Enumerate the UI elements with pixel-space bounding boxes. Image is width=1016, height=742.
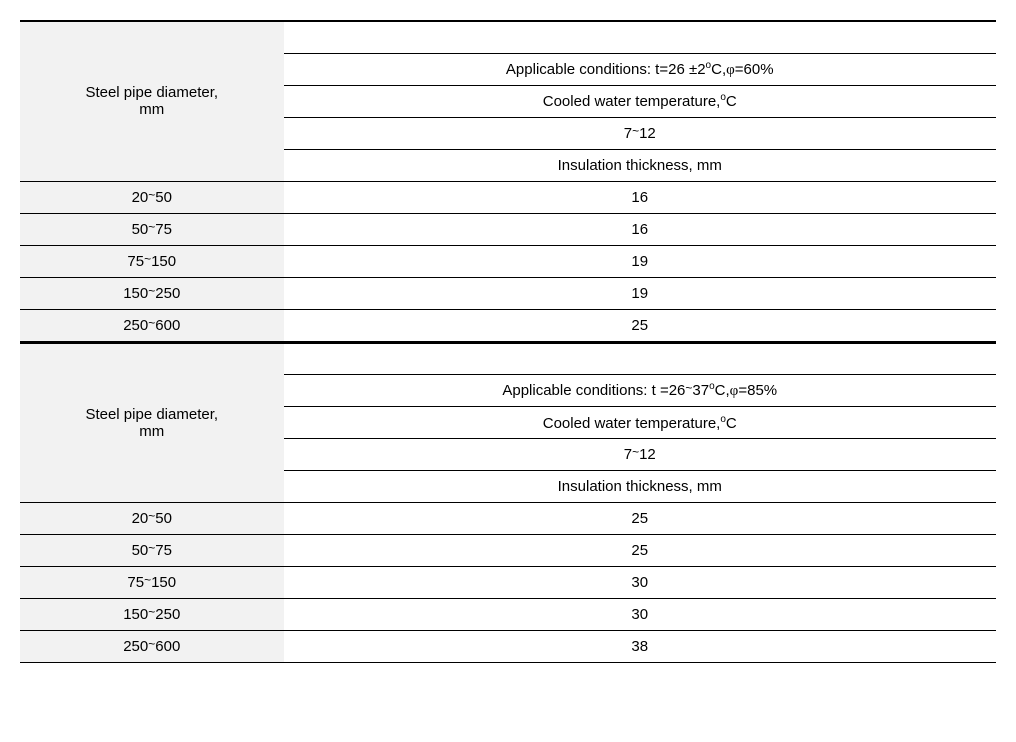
thickness-cell: 16	[284, 181, 996, 213]
header-left-1-line2: mm	[139, 101, 164, 118]
table-row: 50~7525	[20, 535, 996, 567]
table-row: 250~60025	[20, 309, 996, 341]
thickness-cell: 25	[284, 535, 996, 567]
data-rows-2: 20~502550~752575~15030150~25030250~60038	[20, 503, 996, 663]
insulation-table: Steel pipe diameter, mm Applicable condi…	[20, 20, 996, 663]
blank-right-2	[284, 343, 996, 375]
table-row: 150~25019	[20, 277, 996, 309]
table-row: 20~5025	[20, 503, 996, 535]
table-row: 150~25030	[20, 599, 996, 631]
temp-label-2: Cooled water temperature,oC	[284, 407, 996, 439]
diameter-cell: 150~250	[20, 277, 284, 309]
table-section-2: Steel pipe diameter, mm Applicable condi…	[20, 342, 996, 664]
header-left-2-line1: Steel pipe diameter,	[85, 406, 218, 423]
header-left-1-line1: Steel pipe diameter,	[85, 84, 218, 101]
thickness-cell: 30	[284, 599, 996, 631]
diameter-cell: 250~600	[20, 631, 284, 663]
table-row: 50~7516	[20, 213, 996, 245]
diameter-cell: 75~150	[20, 567, 284, 599]
diameter-cell: 50~75	[20, 535, 284, 567]
header-left-2-line2: mm	[139, 423, 164, 440]
thickness-cell: 25	[284, 503, 996, 535]
header-left-2: Steel pipe diameter, mm	[20, 343, 284, 503]
blank-right-1	[284, 21, 996, 53]
table-row: 20~5016	[20, 181, 996, 213]
temp-value-2: 7~12	[284, 439, 996, 471]
conditions-2: Applicable conditions: t =26~37oC,φ=85%	[284, 375, 996, 407]
data-rows-1: 20~501650~751675~15019150~25019250~60025	[20, 181, 996, 341]
conditions-1: Applicable conditions: t=26 ±2oC,φ=60%	[284, 53, 996, 85]
diameter-cell: 75~150	[20, 245, 284, 277]
table-section-1: Steel pipe diameter, mm Applicable condi…	[20, 20, 996, 342]
diameter-cell: 20~50	[20, 503, 284, 535]
thickness-label-2: Insulation thickness, mm	[284, 471, 996, 503]
diameter-cell: 20~50	[20, 181, 284, 213]
thickness-cell: 38	[284, 631, 996, 663]
table-row: 75~15030	[20, 567, 996, 599]
thickness-label-1: Insulation thickness, mm	[284, 149, 996, 181]
header-left-1: Steel pipe diameter, mm	[20, 21, 284, 181]
diameter-cell: 250~600	[20, 309, 284, 341]
table-row: 75~15019	[20, 245, 996, 277]
thickness-cell: 19	[284, 245, 996, 277]
temp-value-1: 7~12	[284, 117, 996, 149]
temp-label-1: Cooled water temperature,oC	[284, 85, 996, 117]
thickness-cell: 30	[284, 567, 996, 599]
thickness-cell: 19	[284, 277, 996, 309]
thickness-cell: 16	[284, 213, 996, 245]
table-row: 250~60038	[20, 631, 996, 663]
diameter-cell: 50~75	[20, 213, 284, 245]
diameter-cell: 150~250	[20, 599, 284, 631]
thickness-cell: 25	[284, 309, 996, 341]
